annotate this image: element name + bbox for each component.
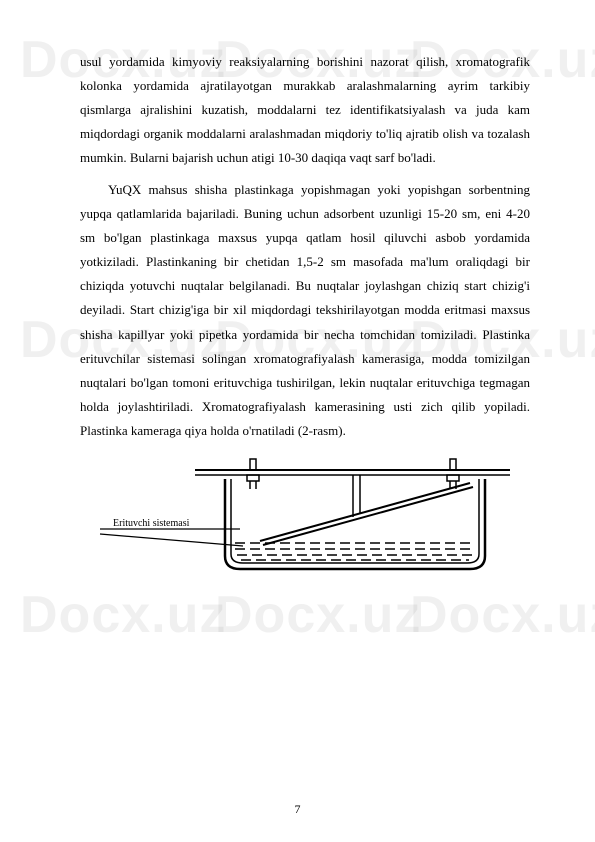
page-number: 7 xyxy=(0,802,595,817)
page-content: usul yordamida kimyoviy reaksiyalarning … xyxy=(0,0,595,620)
body-paragraph-1: usul yordamida kimyoviy reaksiyalarning … xyxy=(80,50,530,170)
body-paragraph-2: YuQX mahsus shisha plastinkaga yopishmag… xyxy=(80,178,530,443)
figure-container: Erituvchi sistemasi xyxy=(80,451,530,586)
chromatography-diagram: Erituvchi sistemasi xyxy=(95,451,515,581)
figure-label: Erituvchi sistemasi xyxy=(113,518,190,529)
